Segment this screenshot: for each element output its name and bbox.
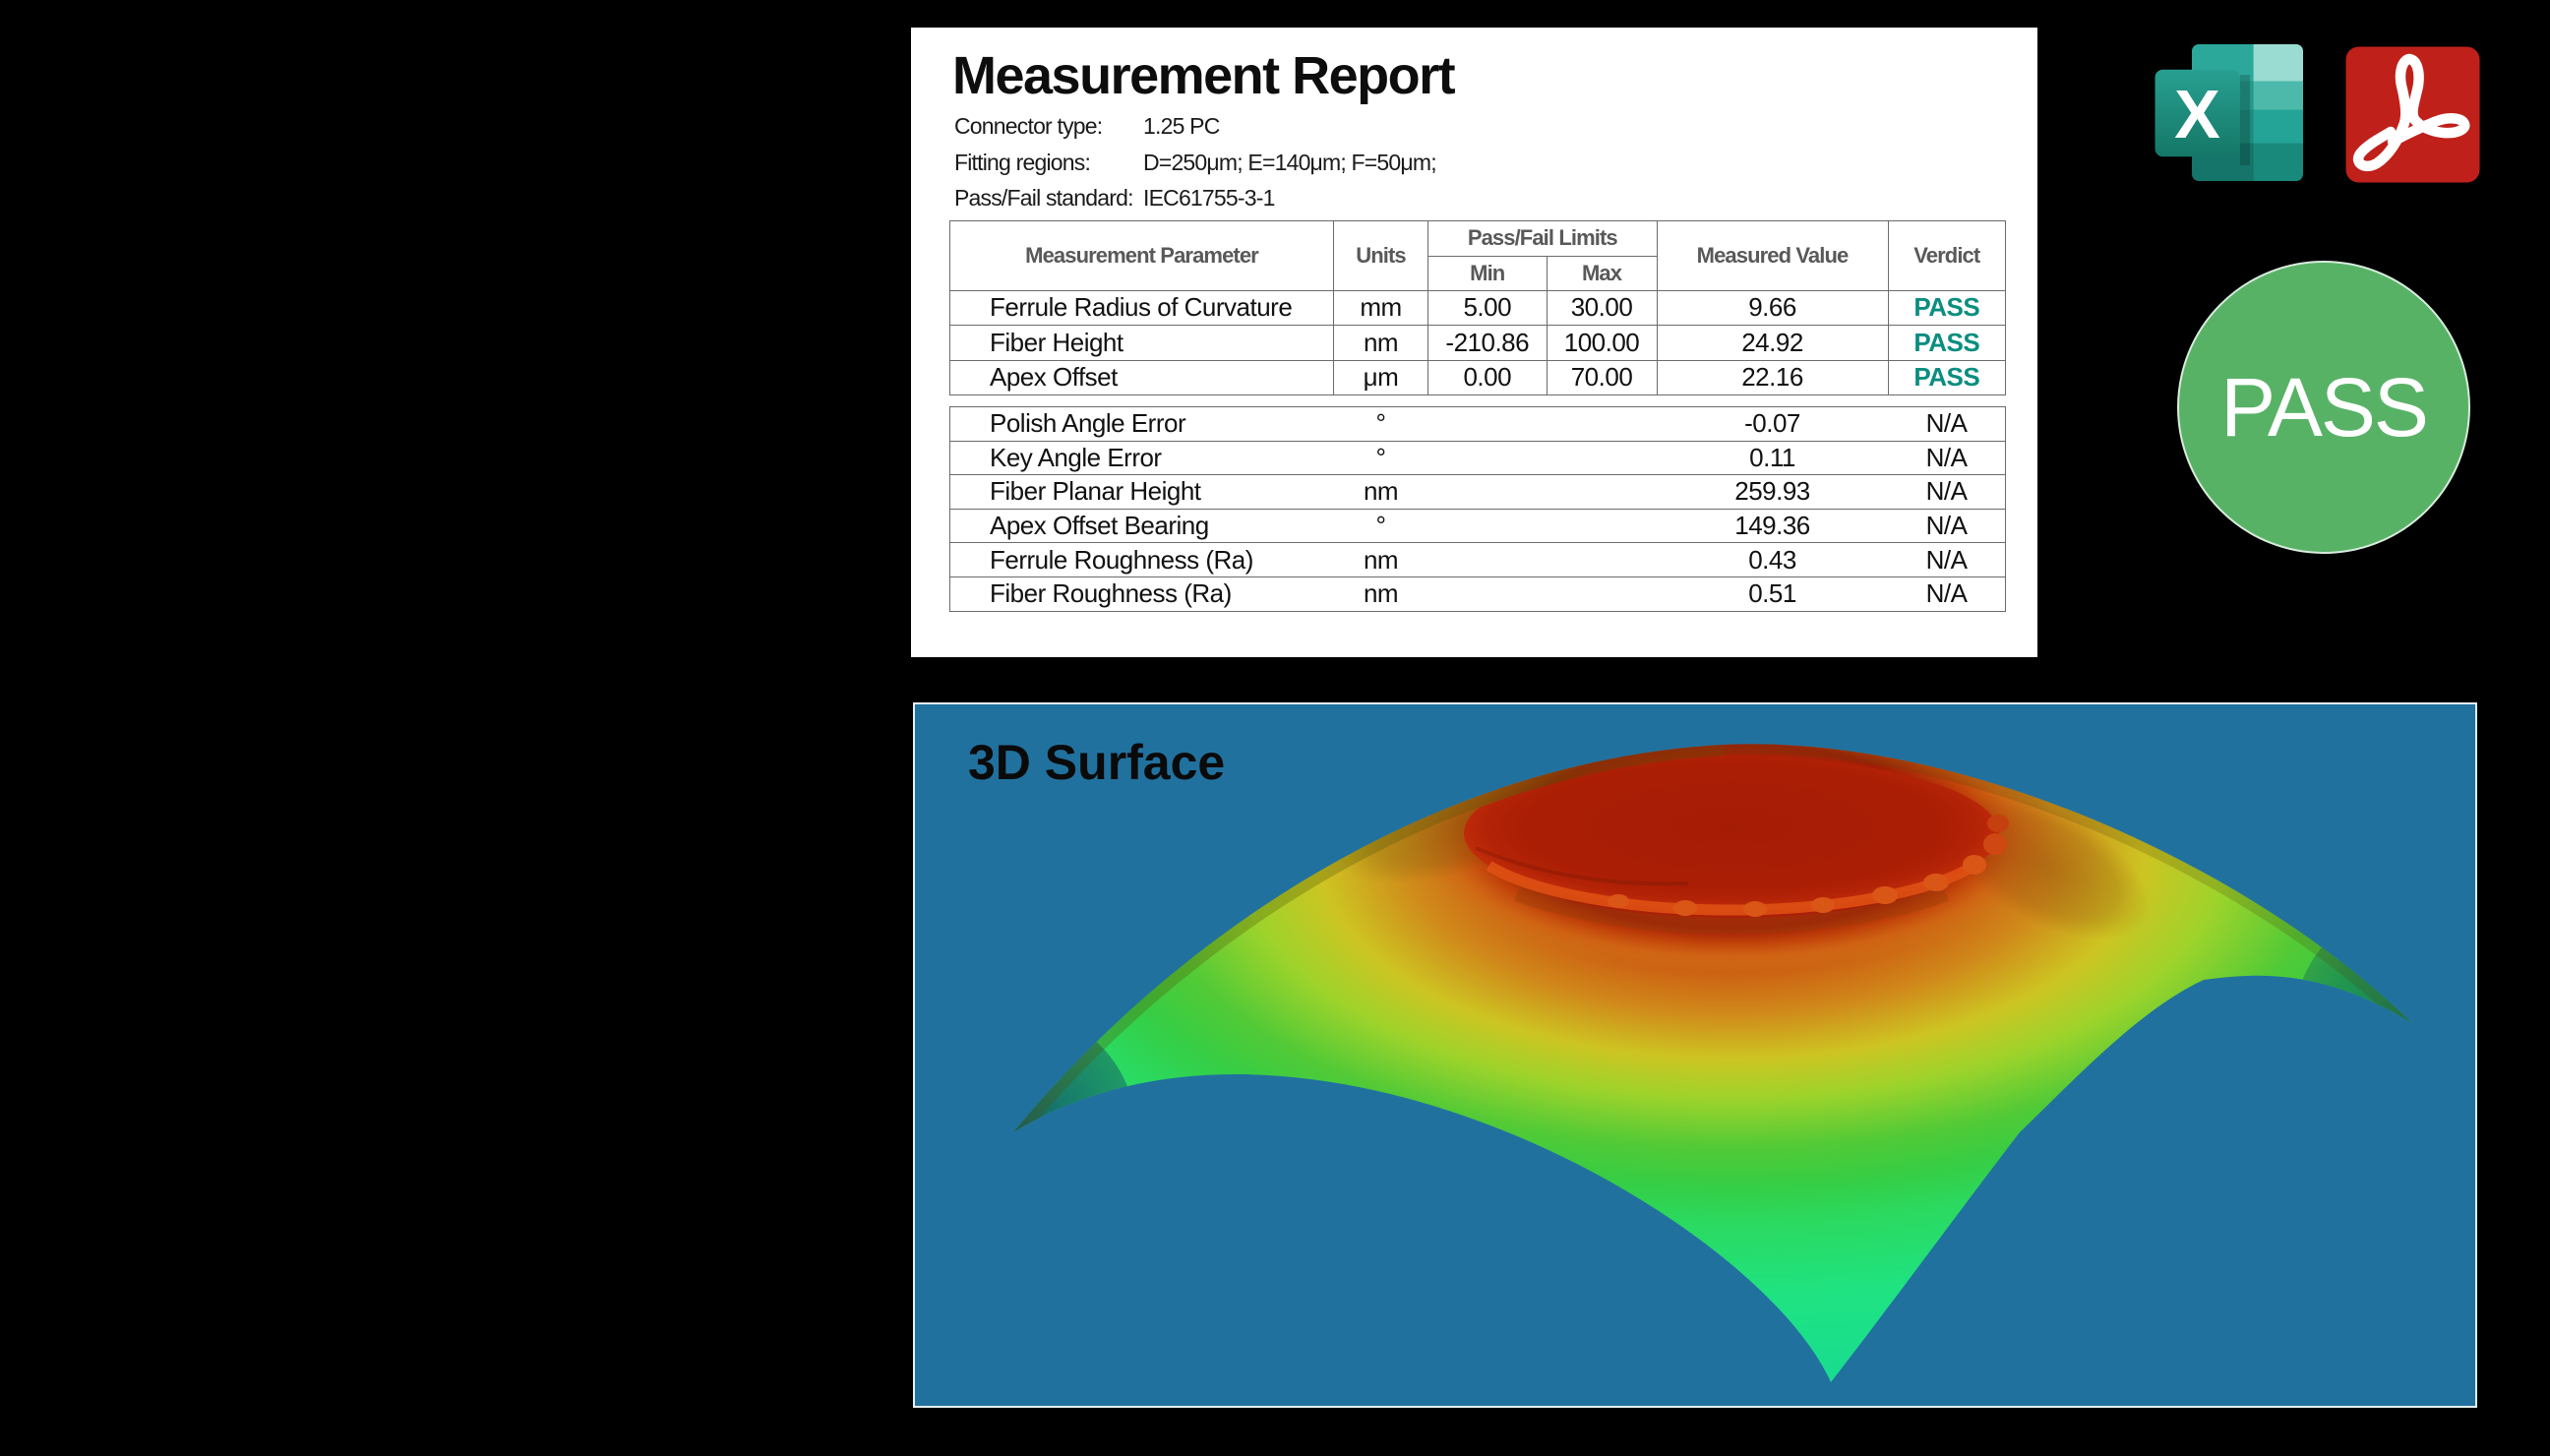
svg-text:X: X	[2174, 76, 2220, 152]
